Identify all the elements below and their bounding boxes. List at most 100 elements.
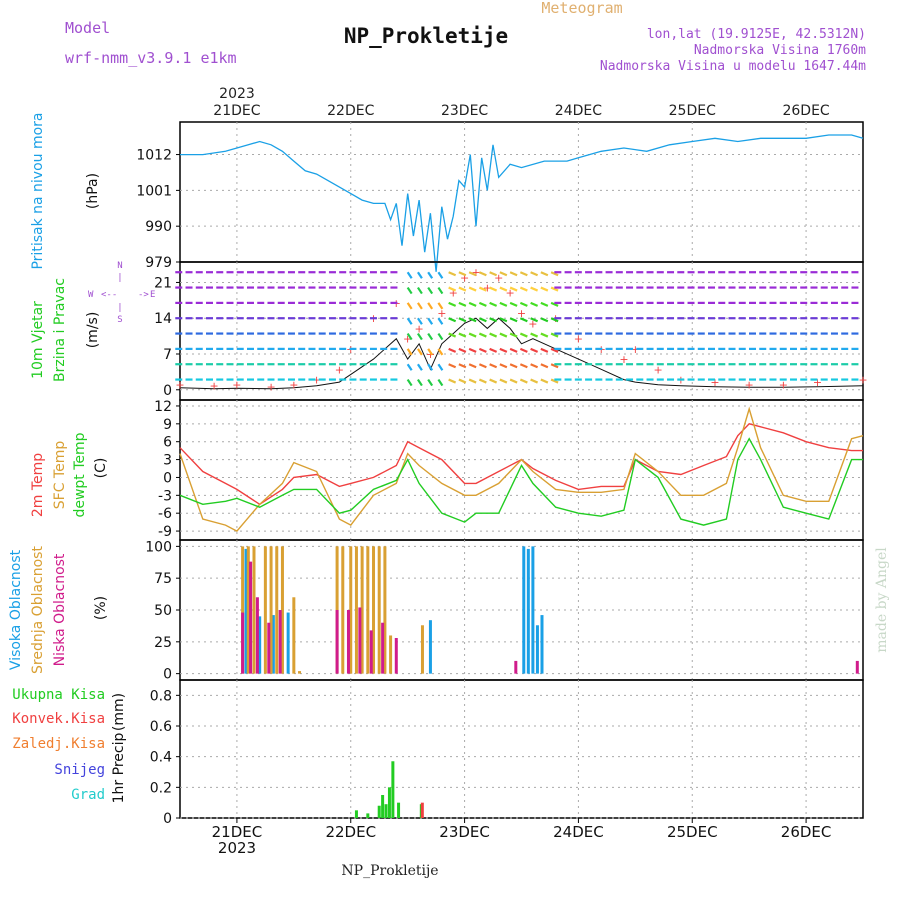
legend-grad: Grad — [71, 787, 105, 803]
y-tick-label: 0 — [163, 383, 172, 399]
wind-arrow — [499, 271, 508, 277]
wind-arrow — [468, 378, 477, 384]
wind-arrow — [458, 317, 467, 323]
y-tick-label: 7 — [163, 347, 172, 363]
y-tick-label: 75 — [154, 571, 172, 587]
y-tick-label: 0.6 — [150, 719, 172, 735]
wind-arrow — [406, 348, 413, 356]
wind-gust-point: + — [175, 379, 184, 392]
cloud-low-label: Niska Oblacnost — [52, 553, 68, 666]
precipitation-panel: 0 0.2 0.4 0.6 0.8 — [150, 679, 864, 827]
top-day-label: 25DEC — [669, 103, 716, 119]
svg-text:N: N — [117, 261, 122, 271]
precip-bar — [354, 810, 358, 818]
wind-arrow — [427, 302, 434, 310]
panel-frame — [179, 679, 864, 819]
wind-arrow — [519, 363, 528, 369]
wind-arrow — [540, 332, 549, 338]
cloud-bar — [278, 610, 282, 674]
wind-arrow — [509, 301, 518, 307]
wind-arrow — [427, 286, 434, 295]
wind-arrow — [458, 301, 467, 307]
cloud-bar — [394, 638, 398, 674]
wind-arrow — [427, 348, 434, 356]
wind-ylabel-group: 10m Vjetar Brzina i Pravac (m/s) N | S W… — [30, 261, 155, 382]
wind-gust-point: + — [460, 271, 469, 284]
wind-ylabel-line2: Brzina i Pravac — [52, 278, 68, 382]
wind-arrow — [437, 363, 444, 371]
top-day-label: 21DEC — [213, 103, 260, 119]
wind-arrow — [509, 286, 518, 292]
wind-arrow — [530, 347, 539, 353]
bottom-day-label: 25DEC — [667, 823, 718, 841]
wind-gust-point: + — [210, 380, 219, 393]
svg-text:E: E — [150, 290, 155, 300]
cloud-bar — [255, 597, 259, 674]
y-tick-label: 0.4 — [150, 750, 172, 766]
wind-arrow — [478, 286, 487, 292]
svg-text:W: W — [88, 290, 94, 300]
wind-arrow — [550, 378, 559, 384]
wind-arrow — [437, 332, 444, 341]
pressure-line — [180, 134, 864, 272]
wind-arrow — [458, 378, 467, 384]
wind-arrow — [540, 317, 549, 323]
footer-station: NP_Prokletije — [341, 863, 438, 879]
wind-gust-point: + — [619, 353, 628, 366]
wind-gust-point: + — [506, 287, 515, 300]
wind-arrow — [427, 378, 434, 387]
legend-konvek-kisa: Konvek.Kisa — [12, 711, 105, 727]
wind-arrow — [427, 363, 434, 371]
wind-arrow — [540, 271, 549, 277]
precip-bar — [420, 802, 424, 818]
wind-gust-point: + — [232, 379, 241, 392]
wind-gust-point: + — [335, 363, 344, 376]
wind-arrow — [550, 363, 559, 369]
wind-arrow — [437, 286, 444, 295]
wind-arrow — [519, 271, 528, 277]
cloud-bar — [369, 630, 373, 674]
wind-arrow — [468, 347, 477, 353]
wind-arrow — [406, 302, 413, 310]
cloud-bar — [249, 561, 253, 674]
temp-2m-label: 2m Temp — [30, 453, 46, 517]
cloud-bar — [263, 546, 267, 674]
precip-ylabel: 1hr Precip — [111, 733, 127, 804]
cloud-bar — [383, 546, 387, 674]
cloud-bar — [855, 660, 859, 674]
y-tick-label: 0.8 — [150, 688, 172, 704]
cloud-bar — [346, 610, 350, 674]
wind-arrow — [550, 301, 559, 307]
cloud-bar — [258, 616, 262, 674]
wind-arrow — [458, 363, 467, 369]
cloud-bar — [271, 615, 275, 674]
svg-text:->: -> — [138, 290, 149, 300]
wind-arrow — [530, 317, 539, 323]
wind-arrow — [540, 301, 549, 307]
wind-arrow — [519, 286, 528, 292]
temperature-ylabel-group: 2m Temp SFC Temp dewpt Temp (C) — [30, 432, 109, 517]
cloud-bar — [286, 612, 290, 674]
wind-arrow — [499, 301, 508, 307]
cloud-bar — [244, 548, 248, 674]
wind-arrow — [437, 302, 444, 310]
cloud-bar — [428, 620, 432, 674]
wind-arrow — [509, 317, 518, 323]
wind-gust-point: + — [779, 379, 788, 392]
panel-frame — [179, 399, 864, 541]
wind-arrow — [550, 332, 559, 338]
y-tick-label: 979 — [145, 255, 172, 271]
precip-bar — [366, 813, 370, 818]
top-day-label: 26DEC — [782, 103, 829, 119]
wind-arrow — [448, 286, 457, 292]
bottom-day-label: 21DEC — [212, 823, 263, 841]
legend-snijeg: Snijeg — [54, 762, 105, 778]
wind-arrow — [540, 378, 549, 384]
wind-gust-point: + — [494, 271, 503, 284]
wind-arrow — [530, 363, 539, 369]
wind-arrow — [489, 271, 498, 277]
bottom-day-label: 22DEC — [325, 823, 376, 841]
wind-arrow — [468, 332, 477, 338]
wind-arrow — [406, 271, 413, 279]
